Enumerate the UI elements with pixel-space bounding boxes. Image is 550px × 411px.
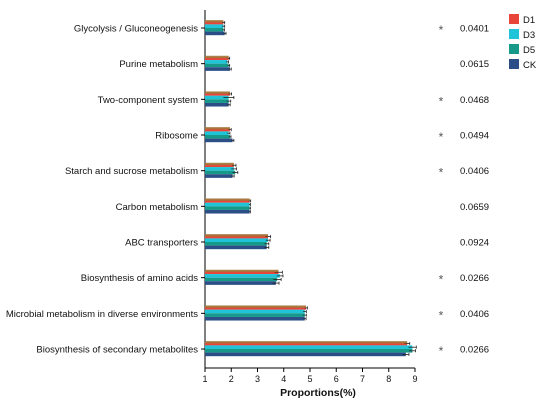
legend-label-d3: D3	[523, 30, 535, 41]
x-tick-label: 7	[360, 374, 365, 384]
bar-d5	[205, 206, 250, 210]
bar-overlay	[205, 198, 250, 201]
bar-ck	[205, 102, 229, 107]
category-label: Starch and sucrose metabolism	[65, 166, 198, 177]
bar-overlay	[205, 91, 230, 94]
bar-d1	[205, 306, 307, 310]
x-tick-label: 6	[334, 374, 339, 384]
legend-swatch-d3	[509, 29, 519, 39]
x-tick-label: 4	[281, 374, 286, 384]
legend-label-d1: D1	[523, 15, 535, 26]
significance-star: *	[439, 166, 444, 180]
bar-overlay	[205, 20, 224, 23]
legend-swatch-d5	[509, 44, 519, 54]
bar-ck	[205, 138, 233, 143]
bar-d3	[205, 60, 228, 64]
bar-overlay	[205, 269, 279, 273]
bar-overlay	[205, 341, 408, 344]
bar-ck	[205, 209, 250, 214]
bar-overlay	[205, 127, 230, 130]
p-value: 0.0468	[460, 95, 489, 106]
x-axis-title: Proportions(%)	[280, 387, 356, 399]
bar-overlay	[205, 162, 234, 166]
bar-d5	[205, 63, 229, 68]
category-label: Carbon metabolism	[116, 202, 198, 213]
category-label: ABC transporters	[125, 238, 198, 249]
category-label: Microbial metabolism in diverse environm…	[6, 309, 198, 320]
significance-star: *	[439, 130, 444, 144]
bar-d1	[205, 341, 408, 346]
category-label: Biosynthesis of secondary metabolites	[36, 345, 198, 356]
bar-ck	[205, 174, 233, 178]
bar-d1	[205, 127, 230, 132]
significance-star: *	[439, 23, 444, 37]
bar-overlay	[205, 234, 268, 237]
bar-d3	[205, 345, 413, 349]
significance-star: *	[439, 344, 444, 358]
bar-ck	[205, 31, 225, 36]
p-value: 0.0406	[460, 309, 489, 320]
category-label: Two-component system	[98, 95, 198, 106]
bar-d3	[205, 131, 229, 135]
bar-d3	[205, 95, 229, 100]
bar-d5	[205, 242, 267, 246]
bar-d5	[205, 99, 229, 103]
significance-star: *	[439, 94, 444, 108]
p-value: 0.0615	[460, 59, 489, 70]
bar-d5	[205, 349, 413, 353]
legend-label-d5: D5	[523, 45, 535, 56]
bar-ck	[205, 67, 230, 71]
bar-d3	[205, 24, 224, 28]
legend-label-ck: CK	[523, 60, 537, 71]
bar-ck	[205, 316, 305, 321]
x-tick-label: 2	[229, 374, 234, 384]
bar-d1	[205, 56, 229, 61]
bar-d5	[205, 135, 230, 139]
legend-swatch-ck	[509, 59, 519, 69]
bar-d1	[205, 163, 234, 168]
bar-ck	[205, 352, 406, 357]
significance-star: *	[439, 308, 444, 322]
category-label: Biosynthesis of amino acids	[81, 273, 198, 284]
p-value: 0.0924	[460, 238, 489, 249]
p-value: 0.0401	[460, 24, 489, 35]
p-value: 0.0266	[460, 273, 489, 284]
category-label: Ribosome	[155, 131, 198, 142]
legend-swatch-d1	[509, 14, 519, 24]
x-tick-label: 3	[255, 374, 260, 384]
p-value: 0.0659	[460, 202, 489, 213]
x-tick-label: 1	[202, 374, 207, 384]
x-tick-label: 5	[307, 374, 312, 384]
bar-d5	[205, 277, 278, 282]
category-label: Purine metabolism	[119, 59, 198, 70]
p-value: 0.0494	[460, 131, 489, 142]
bar-d5	[205, 28, 224, 32]
bar-d1	[205, 20, 224, 25]
bar-d3	[205, 202, 250, 207]
significance-star: *	[439, 273, 444, 287]
bar-overlay	[205, 305, 307, 308]
p-value: 0.0266	[460, 345, 489, 356]
bar-d1	[205, 92, 230, 96]
x-tick-label: 9	[412, 374, 417, 384]
bar-d5	[205, 170, 236, 175]
bar-ck	[205, 281, 276, 285]
bar-d3	[205, 238, 268, 242]
x-tick-label: 8	[386, 374, 391, 384]
bar-d5	[205, 313, 305, 317]
bar-d1	[205, 270, 279, 275]
bar-d3	[205, 167, 234, 171]
bar-d3	[205, 309, 305, 314]
category-label: Glycolysis / Gluconeogenesis	[74, 24, 198, 35]
bar-d1	[205, 234, 268, 239]
bar-d1	[205, 199, 250, 203]
bar-ck	[205, 245, 267, 250]
p-value: 0.0406	[460, 166, 489, 177]
bar-d3	[205, 274, 280, 278]
bar-overlay	[205, 55, 229, 59]
